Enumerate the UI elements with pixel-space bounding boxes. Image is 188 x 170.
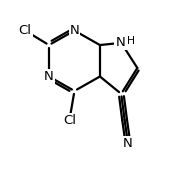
Text: N: N [70, 24, 79, 37]
Text: N: N [123, 137, 133, 150]
Text: Cl: Cl [19, 24, 32, 37]
Text: Cl: Cl [63, 114, 76, 127]
Text: N: N [115, 36, 125, 49]
Text: N: N [44, 70, 54, 83]
Text: N: N [116, 36, 126, 49]
Text: H: H [127, 36, 135, 46]
